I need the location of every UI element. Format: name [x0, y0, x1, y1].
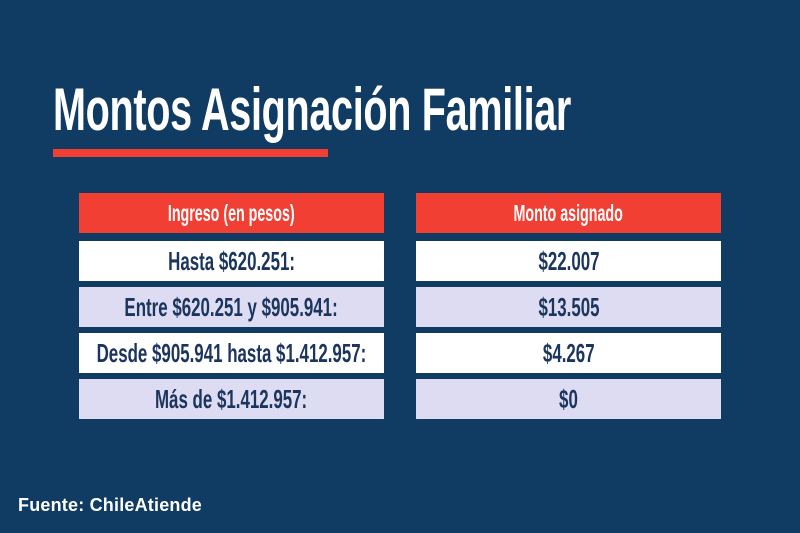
table-cell-monto-row1: $22.007: [416, 241, 721, 281]
table-cell-ingreso-row1: Hasta $620.251:: [79, 241, 384, 281]
column-header-monto-label: Monto asignado: [513, 199, 624, 226]
title-underline-accent: [53, 149, 328, 157]
page-title: Montos Asignación Familiar: [53, 79, 800, 141]
table-cell-monto-row2: $13.505: [416, 287, 721, 327]
source-attribution: Fuente: ChileAtiende: [18, 495, 203, 515]
table-cell-ingreso-row2: Entre $620.251 y $905.941:: [79, 287, 384, 327]
ingreso-value-row2: Entre $620.251 y $905.941:: [124, 291, 339, 322]
column-header-monto: Monto asignado: [416, 193, 721, 233]
table-cell-ingreso-row3: Desde $905.941 hasta $1.412.957:: [79, 333, 384, 373]
monto-value-row2: $13.505: [537, 291, 600, 322]
column-header-ingreso: Ingreso (en pesos): [79, 193, 384, 233]
ingreso-value-row4: Más de $1.412.957:: [155, 383, 308, 414]
table-cell-ingreso-row4: Más de $1.412.957:: [79, 379, 384, 419]
column-header-ingreso-label: Ingreso (en pesos): [168, 199, 295, 226]
page-title-text: Montos Asignación Familiar: [53, 76, 572, 143]
monto-value-row3: $4.267: [542, 337, 595, 368]
ingreso-value-row3: Desde $905.941 hasta $1.412.957:: [96, 337, 367, 368]
table-cell-monto-row4: $0: [416, 379, 721, 419]
monto-value-row4: $0: [559, 383, 578, 414]
table-cell-monto-row3: $4.267: [416, 333, 721, 373]
monto-value-row1: $22.007: [537, 245, 600, 276]
ingreso-value-row1: Hasta $620.251:: [168, 245, 295, 276]
